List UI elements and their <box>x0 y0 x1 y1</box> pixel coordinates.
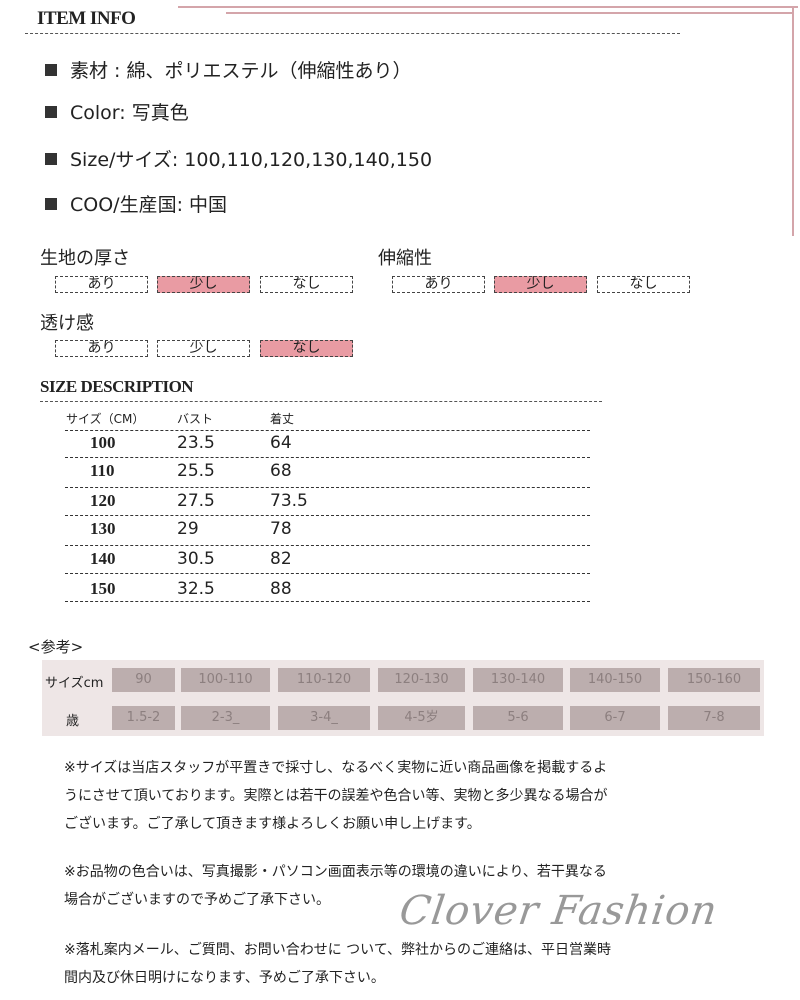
cell-length: 64 <box>270 433 292 453</box>
ref-cell-size: 90 <box>112 668 175 692</box>
decorative-frame-line <box>226 12 794 14</box>
row-divider <box>65 573 590 574</box>
decorative-frame-line <box>178 6 798 8</box>
bullet-icon <box>45 105 57 118</box>
reference-title: <参考> <box>28 638 84 656</box>
ref-cell-age: 5-6 <box>473 706 563 730</box>
note-line: ※落札案内メール、ご質問、お問い合わせに ついて、弊社からのご連絡は、平日営業時 <box>64 942 612 958</box>
info-text: Size/サイズ: 100,110,120,130,140,150 <box>70 149 433 171</box>
ref-size-label: サイズcm <box>45 676 104 691</box>
ref-cell-size: 110-120 <box>278 668 370 692</box>
ref-cell-age: 1.5-2 <box>112 706 175 730</box>
cell-length: 73.5 <box>270 491 308 511</box>
row-divider <box>65 430 590 431</box>
ref-cell-age: 2-3_ <box>181 706 270 730</box>
cell-bust: 25.5 <box>177 461 215 481</box>
ref-cell-size: 130-140 <box>473 668 563 692</box>
cell-size: 110 <box>90 461 115 480</box>
bullet-icon <box>45 152 57 165</box>
note-1: ※サイズは当店スタッフが平置きで採寸し、なるべく実物に近い商品画像を掲載するよ … <box>64 754 607 838</box>
attr-label-thickness: 生地の厚さ <box>40 248 130 269</box>
option-box: あり <box>55 276 148 293</box>
info-item-coo: COO/生産国: 中国 <box>45 190 227 217</box>
ref-cell-age: 4-5岁 <box>378 706 465 730</box>
row-divider <box>65 601 590 602</box>
option-box: なし <box>597 276 690 293</box>
cell-bust: 29 <box>177 519 199 539</box>
ref-cell-size: 140-150 <box>570 668 660 692</box>
ref-age-label: 歳 <box>66 714 80 729</box>
ref-cell-age: 6-7 <box>570 706 660 730</box>
cell-bust: 32.5 <box>177 579 215 599</box>
decorative-frame-line <box>792 6 794 236</box>
ref-cell-age: 3-4_ <box>278 706 370 730</box>
info-item-color: Color: 写真色 <box>45 98 189 125</box>
cell-size: 150 <box>90 579 116 598</box>
divider <box>25 33 680 34</box>
note-2: ※お品物の色合いは、写真撮影・パソコン画面表示等の環境の違いにより、若干異なる … <box>64 858 607 914</box>
row-divider <box>65 457 590 458</box>
cell-bust: 30.5 <box>177 549 215 569</box>
ref-cell-age: 7-8 <box>668 706 760 730</box>
col-header-size: サイズ（CM） <box>66 412 145 426</box>
note-line: 間内及び休日明けになります、予めご了承下さい。 <box>64 970 385 986</box>
cell-size: 120 <box>90 491 116 510</box>
ref-cell-size: 150-160 <box>668 668 760 692</box>
ref-cell-size: 100-110 <box>181 668 270 692</box>
cell-size: 100 <box>90 433 116 452</box>
note-line: うにさせて頂いております。実際とは若干の誤差や色合い等、実物と多少異なる場合が <box>64 788 608 804</box>
attr-label-stretch: 伸縮性 <box>378 248 432 269</box>
option-box: 少し <box>157 340 250 357</box>
col-header-bust: バスト <box>177 412 214 426</box>
item-info-title: ITEM INFO <box>37 8 136 29</box>
col-header-length: 着丈 <box>270 412 295 426</box>
watermark-logo: Clover Fashion <box>396 888 721 934</box>
note-line: ございます。ご了承して頂きます様よろしくお願い申し上げます。 <box>64 816 481 832</box>
bullet-icon <box>45 63 57 76</box>
note-line: 場合がございますので予めご了承下さい。 <box>64 892 330 908</box>
cell-bust: 23.5 <box>177 433 215 453</box>
info-text: Color: 写真色 <box>70 102 189 124</box>
bullet-icon <box>45 197 57 210</box>
option-box-selected: 少し <box>494 276 587 293</box>
divider <box>40 401 602 402</box>
option-box: あり <box>55 340 148 357</box>
option-box: なし <box>260 276 353 293</box>
cell-size: 140 <box>90 549 116 568</box>
ref-cell-size: 120-130 <box>378 668 465 692</box>
cell-bust: 27.5 <box>177 491 215 511</box>
size-description-title: SIZE DESCRIPTION <box>40 377 194 396</box>
cell-length: 78 <box>270 519 292 539</box>
note-line: ※サイズは当店スタッフが平置きで採寸し、なるべく実物に近い商品画像を掲載するよ <box>64 760 608 776</box>
info-text: 素材 : 綿、ポリエステル（伸縮性あり） <box>70 60 412 82</box>
info-item-material: 素材 : 綿、ポリエステル（伸縮性あり） <box>45 56 411 83</box>
row-divider <box>65 545 590 546</box>
note-3: ※落札案内メール、ご質問、お問い合わせに ついて、弊社からのご連絡は、平日営業時… <box>64 936 611 992</box>
attr-label-sheer: 透け感 <box>40 313 94 334</box>
info-item-size: Size/サイズ: 100,110,120,130,140,150 <box>45 145 432 172</box>
cell-size: 130 <box>90 519 116 538</box>
option-box-selected: 少し <box>157 276 250 293</box>
cell-length: 88 <box>270 579 292 599</box>
row-divider <box>65 515 590 516</box>
option-box: あり <box>392 276 485 293</box>
info-text: COO/生産国: 中国 <box>70 194 228 216</box>
row-divider <box>65 487 590 488</box>
option-box-selected: なし <box>260 340 353 357</box>
cell-length: 68 <box>270 461 292 481</box>
note-line: ※お品物の色合いは、写真撮影・パソコン画面表示等の環境の違いにより、若干異なる <box>64 864 607 880</box>
cell-length: 82 <box>270 549 292 569</box>
